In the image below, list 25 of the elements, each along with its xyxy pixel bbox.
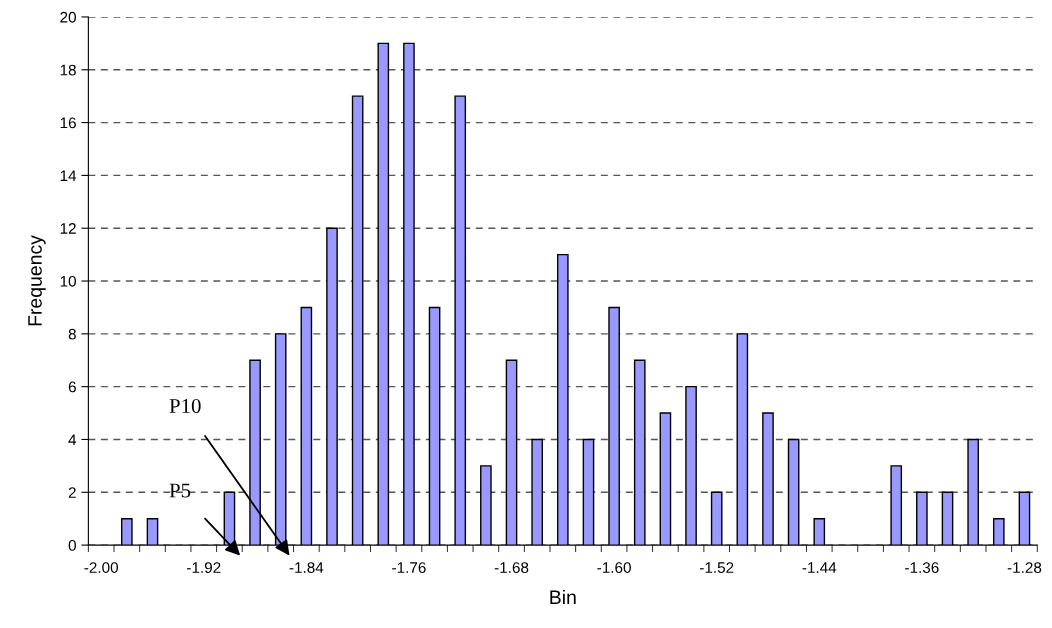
x-tick-label: -1.36	[905, 562, 939, 573]
y-tick-label: 12	[60, 223, 76, 234]
x-tick-label: -1.44	[802, 562, 837, 573]
y-tick-label: 2	[68, 487, 76, 498]
y-tick-label: 16	[60, 117, 76, 129]
y-tick-label: 14	[60, 170, 77, 181]
y-tick-label: 4	[68, 434, 77, 446]
x-tick-label: -1.60	[597, 562, 631, 573]
x-tick-label: -2.00	[84, 562, 119, 573]
annotation: P5	[169, 483, 191, 498]
y-axis-title: Frequency	[28, 235, 46, 326]
annotation: P10	[169, 398, 201, 413]
x-tick-label: -1.84	[289, 562, 324, 573]
y-tick-label: 20	[60, 11, 76, 23]
x-tick-label: -1.92	[187, 562, 221, 573]
x-tick-label: -1.76	[392, 562, 426, 573]
x-tick-label: -1.28	[1007, 562, 1042, 573]
x-tick-label: -1.68	[494, 562, 529, 573]
y-tick-label: 8	[68, 328, 76, 340]
x-tick-label: -1.52	[699, 562, 734, 573]
y-tick-label: 18	[60, 64, 76, 76]
x-axis-title: Bin	[550, 589, 576, 604]
y-tick-label: 10	[60, 275, 76, 287]
y-tick-label: 6	[68, 381, 76, 393]
y-tick-label: 0	[68, 539, 76, 551]
